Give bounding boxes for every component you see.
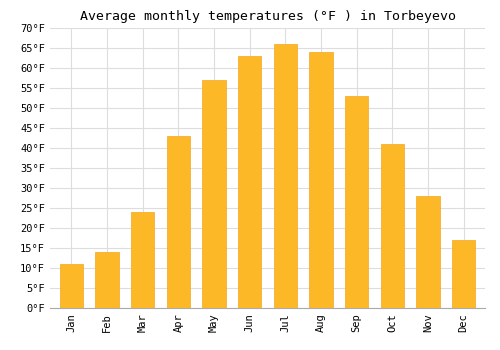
Bar (238, 56, 262, 308)
Bar (452, 240, 475, 308)
Bar (416, 196, 440, 308)
Bar (96, 252, 118, 308)
Bar (380, 144, 404, 308)
Bar (167, 136, 190, 308)
Bar (202, 80, 226, 308)
Bar (345, 96, 368, 308)
Bar (60, 264, 83, 308)
Bar (131, 212, 154, 308)
Bar (274, 44, 297, 308)
Bar (310, 52, 332, 308)
Title: Average monthly temperatures (°F ) in Torbeyevo: Average monthly temperatures (°F ) in To… (80, 10, 456, 23)
